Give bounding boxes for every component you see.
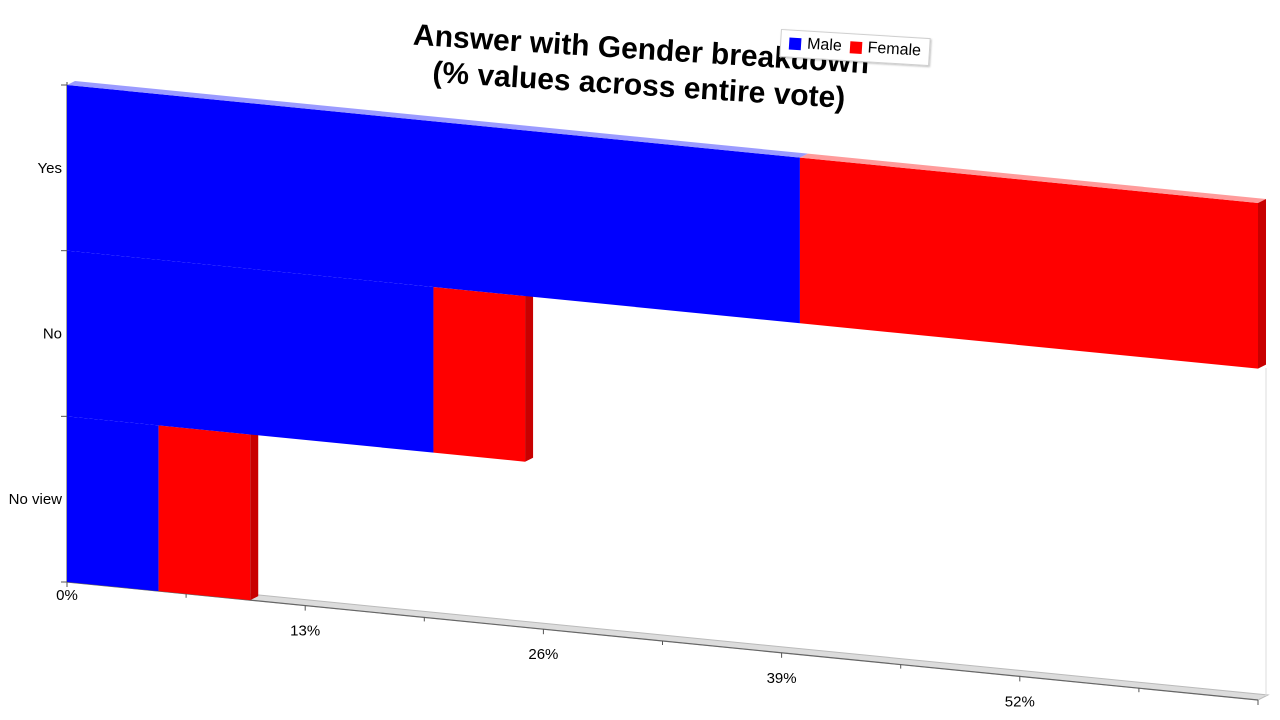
x-tick-label: 65% [1243,717,1273,720]
x-tick-label: 26% [528,646,558,663]
bar-side-face [250,430,259,601]
x-tick-label: 52% [1005,693,1035,710]
x-tick-label: 13% [290,623,320,640]
bar-side-face [1258,199,1266,369]
y-tick-label: No [43,326,62,343]
bar-top-face [67,81,808,158]
x-tick-label: 39% [767,670,797,687]
bar-top-face [799,153,1266,203]
bar-male-yes [67,85,800,324]
bar-male-no [67,250,434,453]
y-tick-label: Yes [38,160,62,177]
bar-side-face [525,292,534,462]
x-tick-label: 0% [56,587,78,604]
bar-male-no-view [67,416,159,592]
bar-female-yes [799,157,1258,369]
y-tick-label: No view [9,491,63,508]
bar-female-no-view [158,425,251,601]
bar-female-no [433,286,526,462]
